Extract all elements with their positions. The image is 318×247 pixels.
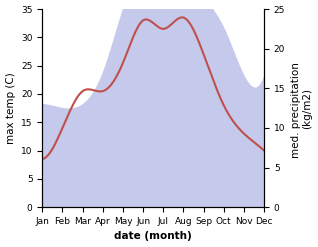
Y-axis label: med. precipitation 
(kg/m2): med. precipitation (kg/m2): [291, 59, 313, 158]
X-axis label: date (month): date (month): [114, 231, 192, 242]
Y-axis label: max temp (C): max temp (C): [5, 72, 16, 144]
